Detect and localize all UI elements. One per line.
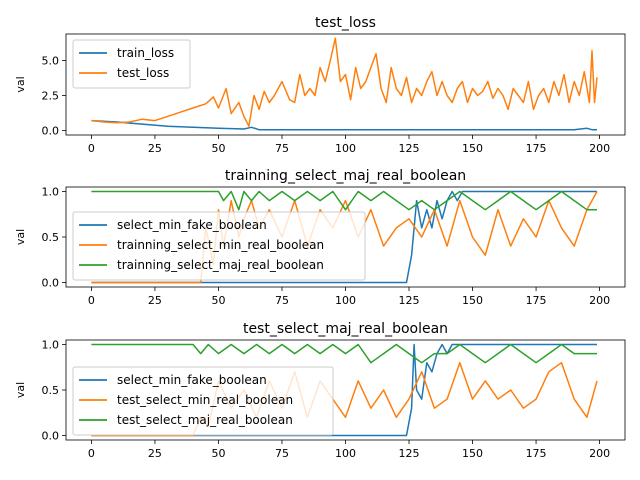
legend: select_min_fake_boolean test_select_min_r… xyxy=(72,366,334,436)
y-axis-label: val xyxy=(14,76,27,92)
legend-label: trainning_select_min_real_boolean xyxy=(117,238,324,252)
y-tick-label: 0.0 xyxy=(42,276,60,289)
series-line-select_min_fake_boolean xyxy=(91,343,597,437)
series-line-train_loss xyxy=(91,119,598,131)
x-tick-label: 125 xyxy=(399,294,420,307)
y-tick-label: 2.5 xyxy=(42,89,60,102)
y-tick-label: 1.0 xyxy=(42,186,60,199)
series-group xyxy=(91,37,598,131)
chart-title: trainning_select_maj_real_boolean xyxy=(225,168,466,184)
legend: select_min_fake_boolean trainning_select_… xyxy=(72,211,366,281)
y-tick-label: 0.0 xyxy=(42,124,60,137)
x-tick-label: 200 xyxy=(589,294,610,307)
y-tick-label: 0.0 xyxy=(42,429,60,442)
y-tick-label: 1.0 xyxy=(42,339,60,352)
y-axis-label: val xyxy=(14,229,27,245)
x-tick-label: 200 xyxy=(589,447,610,460)
x-tick-label: 50 xyxy=(211,294,225,307)
chart-panel-2: test_select_maj_real_boolean 0 25 50 75 100 12… xyxy=(14,321,626,460)
x-tick-label: 75 xyxy=(275,142,289,155)
x-tick-label: 75 xyxy=(275,447,289,460)
legend-box xyxy=(72,211,366,281)
x-tick-label: 100 xyxy=(335,294,356,307)
y-tick-label: 0.5 xyxy=(42,384,60,397)
chart-title: test_loss xyxy=(315,15,376,31)
x-tick-label: 175 xyxy=(526,142,547,155)
legend-box xyxy=(72,366,334,436)
legend-label: select_min_fake_boolean xyxy=(117,373,267,387)
x-tick-label: 200 xyxy=(589,142,610,155)
chart-panel-1: trainning_select_maj_real_boolean 0 25 50 75… xyxy=(14,168,626,307)
x-tick-label: 0 xyxy=(88,447,95,460)
x-tick-label: 175 xyxy=(526,447,547,460)
y-tick-label: 0.5 xyxy=(42,231,60,244)
x-tick-label: 0 xyxy=(88,142,95,155)
legend-label: test_select_min_real_boolean xyxy=(117,393,293,407)
x-tick-label: 100 xyxy=(335,142,356,155)
x-tick-label: 75 xyxy=(275,294,289,307)
legend-label: test_loss xyxy=(117,66,169,80)
x-tick-label: 100 xyxy=(335,447,356,460)
legend-label: trainning_select_maj_real_boolean xyxy=(117,258,324,272)
x-tick-label: 125 xyxy=(399,142,420,155)
x-tick-label: 50 xyxy=(211,142,225,155)
legend-label: select_min_fake_boolean xyxy=(117,218,267,232)
x-tick-label: 150 xyxy=(462,294,483,307)
x-tick-label: 25 xyxy=(148,447,162,460)
legend: train_loss test_loss xyxy=(72,39,191,89)
y-tick-label: 5.0 xyxy=(42,55,60,68)
x-tick-label: 0 xyxy=(88,294,95,307)
series-line-test_loss xyxy=(91,37,598,127)
series-line-select_min_fake_boolean xyxy=(91,190,597,284)
x-tick-label: 125 xyxy=(399,447,420,460)
y-axis-label: val xyxy=(14,382,27,398)
chart-title: test_select_maj_real_boolean xyxy=(243,321,448,337)
legend-box xyxy=(72,39,191,89)
series-line-trainning_select_maj_real_boolean xyxy=(91,190,597,211)
legend-label: test_select_maj_real_boolean xyxy=(117,413,293,427)
legend-label: train_loss xyxy=(117,46,174,60)
x-tick-label: 175 xyxy=(526,294,547,307)
x-tick-label: 25 xyxy=(148,294,162,307)
series-line-test_select_maj_real_boolean xyxy=(91,343,597,364)
chart-panel-0: test_loss 0 25 50 75 100 125 150 175 200 0.0 2.5 5.0… xyxy=(14,15,626,155)
x-tick-label: 150 xyxy=(462,447,483,460)
x-tick-label: 150 xyxy=(462,142,483,155)
x-tick-label: 25 xyxy=(148,142,162,155)
x-tick-label: 50 xyxy=(211,447,225,460)
